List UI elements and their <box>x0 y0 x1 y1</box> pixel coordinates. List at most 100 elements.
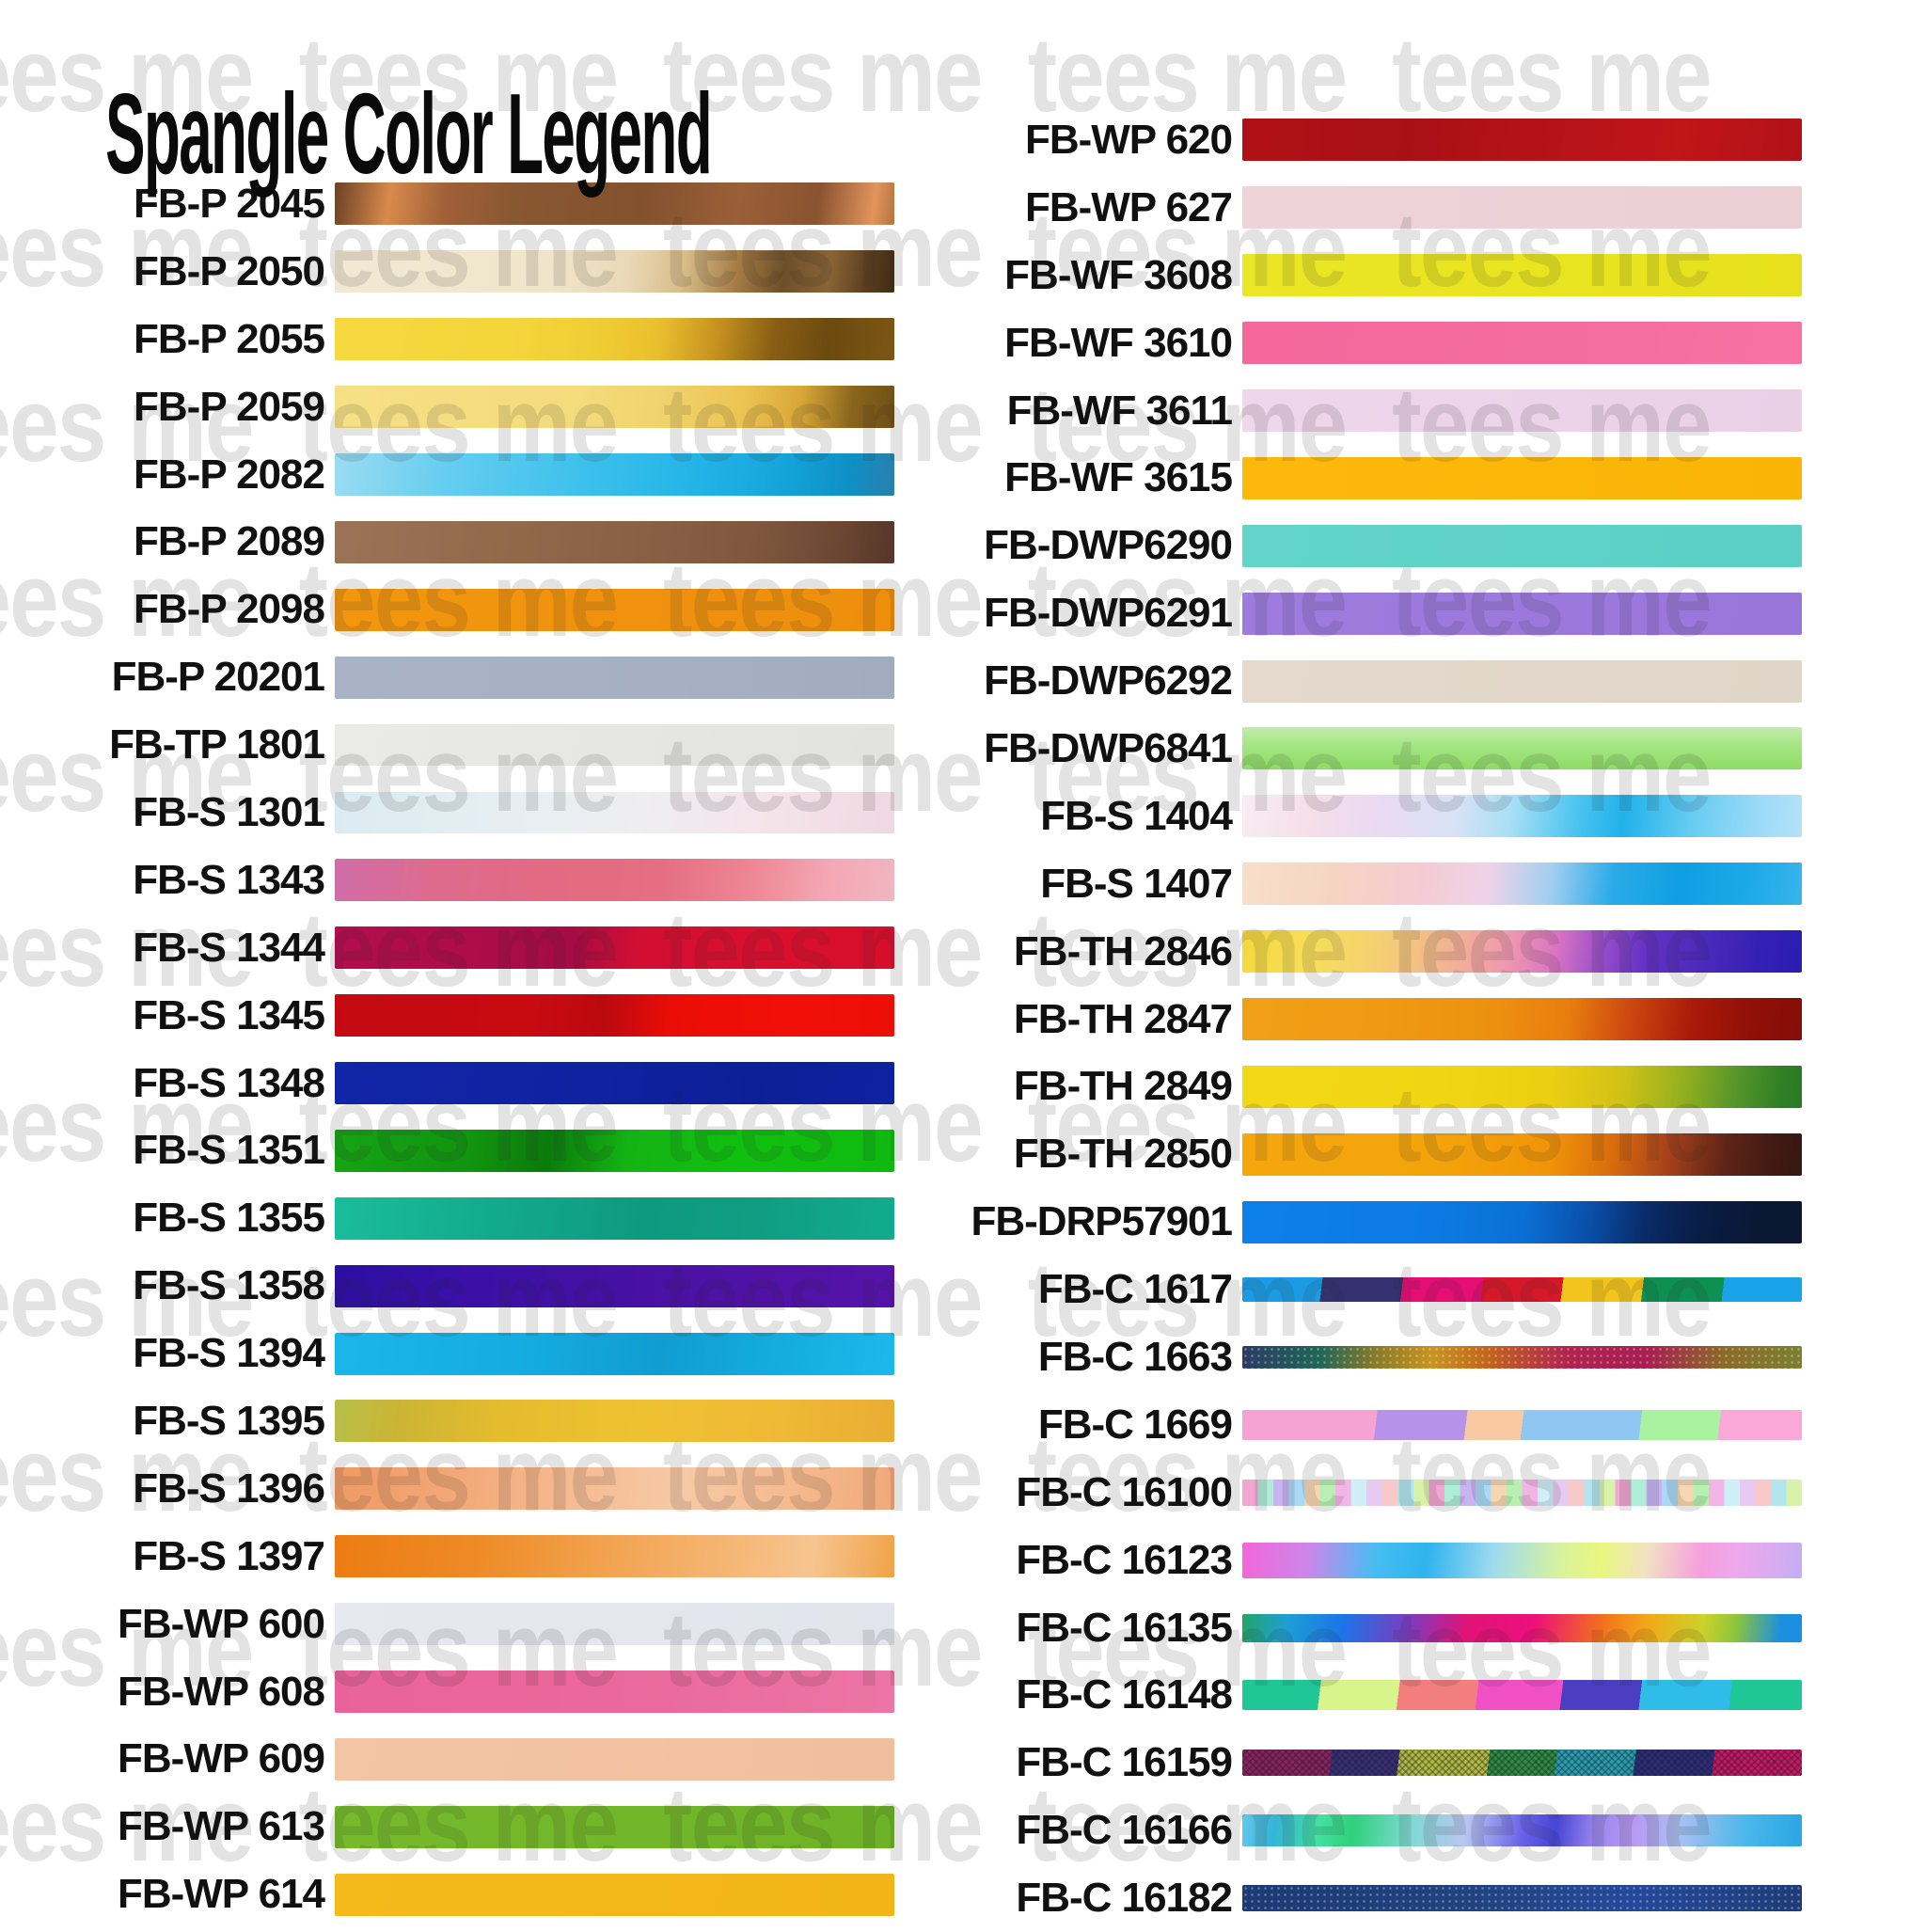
color-swatch <box>1242 1479 1802 1506</box>
color-code-label: FB-WP 608 <box>117 1668 325 1715</box>
color-code-label: FB-C 16159 <box>1016 1739 1233 1786</box>
color-code-label: FB-S 1344 <box>133 924 325 971</box>
legend-row: FB-WP 609 <box>0 1725 894 1793</box>
color-code-label: FB-WP 613 <box>117 1803 325 1850</box>
color-swatch <box>335 859 894 902</box>
legend-row: FB-S 1395 <box>0 1387 894 1455</box>
color-code-label: FB-P 2045 <box>134 180 325 227</box>
color-code-label: FB-C 16123 <box>1016 1536 1233 1583</box>
legend-row: FB-C 1669 <box>908 1391 1802 1459</box>
color-code-label: FB-C 1669 <box>1037 1401 1233 1448</box>
color-code-label: FB-S 1396 <box>133 1465 325 1512</box>
color-swatch <box>335 520 894 563</box>
legend-row: FB-C 16123 <box>908 1527 1802 1594</box>
color-code-label: FB-WP 627 <box>1024 183 1233 230</box>
color-swatch <box>335 182 894 226</box>
legend-row: FB-C 16159 <box>908 1729 1802 1797</box>
legend-row: FB-P 2059 <box>0 373 894 441</box>
color-code-label: FB-S 1404 <box>1040 792 1233 839</box>
color-code-label: FB-S 1407 <box>1040 860 1233 907</box>
color-swatch <box>1242 930 1802 974</box>
legend-row: FB-WP 627 <box>908 174 1802 242</box>
legend-row: FB-S 1348 <box>0 1050 894 1117</box>
color-code-label: FB-TH 2846 <box>1013 927 1233 974</box>
legend-row: FB-P 2098 <box>0 576 894 643</box>
legend-row: FB-TH 2846 <box>908 918 1802 986</box>
color-swatch <box>1242 659 1802 703</box>
color-swatch <box>335 453 894 496</box>
color-swatch <box>1242 795 1802 838</box>
color-code-label: FB-P 20201 <box>111 654 325 701</box>
legend-row: FB-C 16100 <box>908 1459 1802 1527</box>
color-swatch <box>1242 863 1802 906</box>
legend-row: FB-C 16182 <box>908 1864 1802 1932</box>
legend-row: FB-TH 2849 <box>908 1053 1802 1120</box>
legend-row: FB-WF 3610 <box>908 309 1802 377</box>
color-code-label: FB-S 1394 <box>133 1330 325 1377</box>
legend-row: FB-DRP57901 <box>908 1188 1802 1256</box>
color-code-label: FB-DRP57901 <box>971 1198 1233 1245</box>
color-code-label: FB-P 2089 <box>134 518 325 565</box>
color-code-label: FB-C 16148 <box>1016 1671 1233 1718</box>
color-code-label: FB-C 16182 <box>1016 1875 1233 1922</box>
color-swatch <box>1242 186 1802 230</box>
color-swatch <box>335 1535 894 1578</box>
color-code-label: FB-C 16135 <box>1016 1604 1233 1651</box>
color-code-label: FB-P 2050 <box>134 247 325 294</box>
color-swatch <box>1242 592 1802 635</box>
color-code-label: FB-P 2059 <box>134 383 325 430</box>
color-swatch <box>1242 1277 1802 1303</box>
legend-row: FB-S 1351 <box>0 1116 894 1184</box>
legend-row: FB-S 1301 <box>0 779 894 847</box>
color-swatch <box>335 1129 894 1172</box>
color-swatch <box>335 1264 894 1307</box>
color-code-label: FB-P 2055 <box>134 315 325 362</box>
color-code-label: FB-DWP6841 <box>984 724 1233 771</box>
color-swatch <box>335 656 894 699</box>
legend-row: FB-P 2055 <box>0 306 894 373</box>
color-code-label: FB-S 1351 <box>133 1127 325 1174</box>
legend-row: FB-S 1343 <box>0 847 894 914</box>
color-code-label: FB-WF 3610 <box>1004 319 1233 366</box>
legend-row: FB-TH 2847 <box>908 986 1802 1053</box>
legend-row: FB-S 1358 <box>0 1252 894 1320</box>
legend-row: FB-S 1407 <box>908 850 1802 918</box>
legend-row: FB-C 16166 <box>908 1797 1802 1864</box>
color-code-label: FB-S 1355 <box>133 1195 325 1242</box>
legend-row: FB-C 1617 <box>908 1256 1802 1323</box>
color-swatch <box>1242 1200 1802 1243</box>
color-code-label: FB-S 1348 <box>133 1059 325 1106</box>
color-code-label: FB-S 1301 <box>133 788 325 835</box>
legend-row: FB-WF 3608 <box>908 242 1802 309</box>
color-swatch <box>335 1737 894 1781</box>
legend-row: FB-WF 3615 <box>908 444 1802 512</box>
legend-row: FB-P 2089 <box>0 508 894 576</box>
color-swatch <box>335 1062 894 1105</box>
legend-column-left: FB-P 2045 FB-P 2050 FB-P 2055 FB-P 2059 FB-P… <box>0 170 894 1928</box>
color-swatch <box>1242 1680 1802 1711</box>
color-code-label: FB-DWP6292 <box>984 657 1233 705</box>
color-code-label: FB-TH 2849 <box>1013 1063 1233 1110</box>
color-swatch <box>1242 998 1802 1041</box>
color-swatch <box>335 1805 894 1848</box>
color-swatch <box>1242 524 1802 567</box>
legend-row: FB-TH 2850 <box>908 1120 1802 1188</box>
color-swatch <box>1242 1065 1802 1108</box>
color-code-label: FB-C 16100 <box>1016 1468 1233 1515</box>
color-code-label: FB-WP 620 <box>1024 116 1233 163</box>
legend-row: FB-C 16135 <box>908 1594 1802 1662</box>
color-swatch <box>335 1400 894 1443</box>
color-swatch <box>1242 1132 1802 1176</box>
color-swatch <box>1242 1613 1802 1642</box>
legend-row: FB-WF 3611 <box>908 377 1802 445</box>
legend-column-right: FB-WP 620 FB-WP 627 FB-WF 3608 FB-WF 3610 FB… <box>908 106 1802 1932</box>
color-code-label: FB-C 1617 <box>1037 1266 1233 1313</box>
page-title: Spangle Color Legend <box>105 69 713 198</box>
color-swatch <box>1242 254 1802 297</box>
color-swatch <box>335 588 894 631</box>
color-code-label: FB-P 2098 <box>134 586 325 633</box>
legend-row: FB-S 1404 <box>908 783 1802 850</box>
color-swatch <box>1242 322 1802 365</box>
color-swatch <box>335 1467 894 1511</box>
legend-row: FB-WP 613 <box>0 1793 894 1861</box>
